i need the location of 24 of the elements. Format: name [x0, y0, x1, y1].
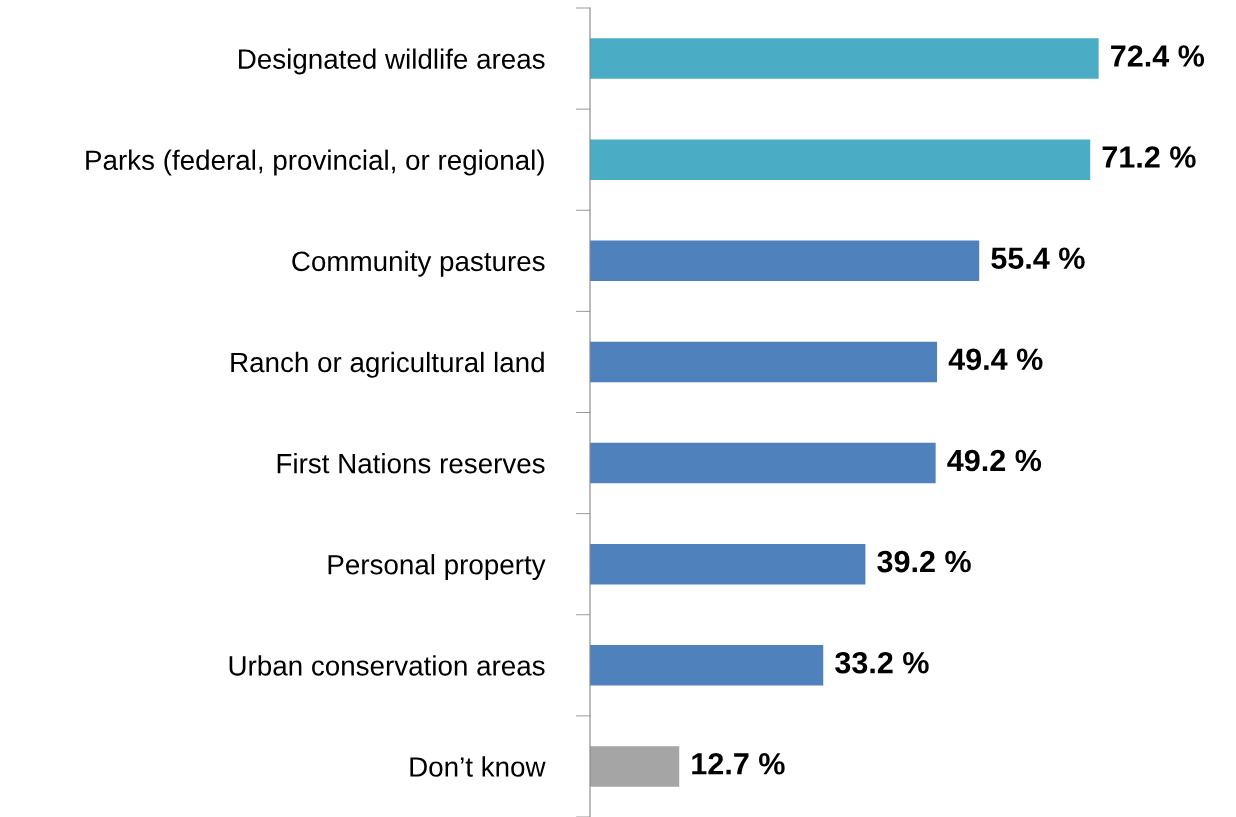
y-tick-label: Parks (federal, provincial, or regional) — [86, 149, 544, 176]
bar — [590, 139, 1091, 180]
data-label: 12.7 % — [692, 753, 785, 775]
data-label: 49.4 % — [948, 348, 1043, 371]
data-label: 49.2 % — [947, 449, 1042, 472]
data-label: 72.4 % — [1111, 45, 1205, 67]
y-tick-label: Urban conservation areas — [229, 655, 545, 676]
bar — [590, 38, 1099, 79]
data-label: 71.2 % — [1102, 146, 1196, 168]
bar — [590, 746, 680, 787]
data-label: 39.2 % — [877, 550, 971, 573]
bar — [590, 240, 980, 282]
y-tick-label: Personal property — [328, 554, 546, 581]
y-tick-label: First Nations reserves — [277, 453, 545, 474]
y-tick-label: Ranch or agricultural land — [231, 351, 544, 378]
y-tick-label: Community pastures — [292, 250, 545, 277]
y-tick-label: Designated wildlife areas — [239, 48, 545, 75]
data-label: 33.2 % — [835, 651, 929, 674]
bar — [590, 645, 824, 686]
bar — [590, 341, 938, 383]
y-tick-label: Don’t know — [410, 756, 546, 777]
bar — [590, 543, 866, 585]
bar — [590, 442, 936, 484]
data-label: 55.4 % — [991, 247, 1085, 270]
